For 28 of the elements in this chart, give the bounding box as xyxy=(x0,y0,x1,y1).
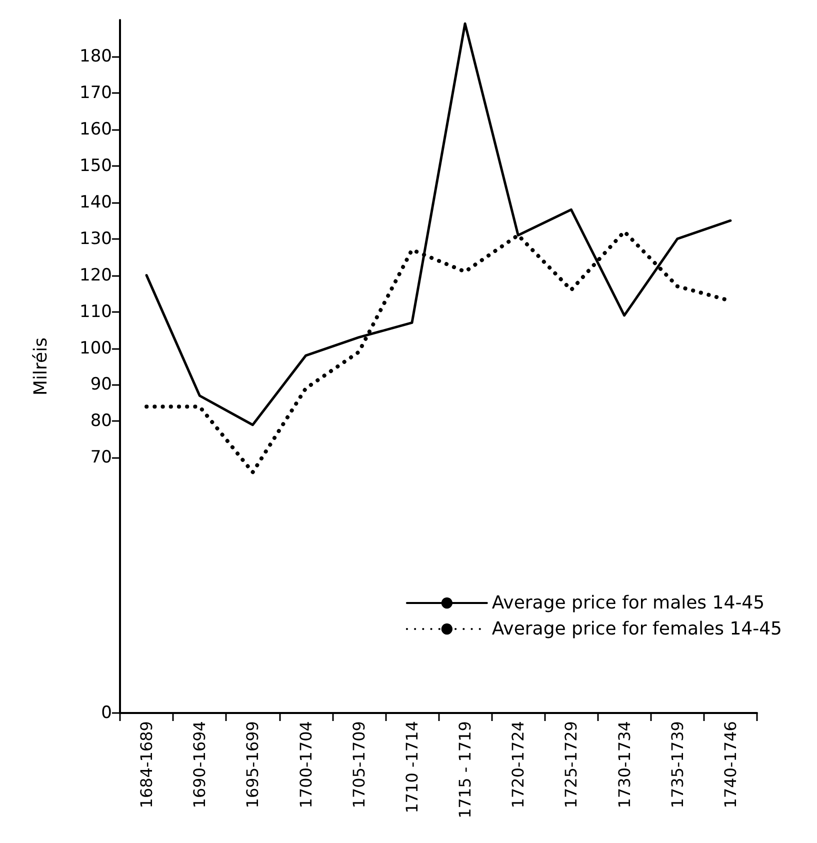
y-tick-label: 170 xyxy=(80,82,112,103)
x-tick-label: 1710 -1714 xyxy=(402,721,422,814)
y-tick-label: 90 xyxy=(90,374,112,395)
y-tick-label: 180 xyxy=(80,46,112,66)
y-tick-label: 120 xyxy=(80,265,112,286)
x-tick-label: 1740-1746 xyxy=(720,721,740,808)
y-tick-label: 150 xyxy=(80,156,112,176)
y-tick-label: 70 xyxy=(90,448,112,468)
x-tick-label: 1720-1724 xyxy=(508,721,528,808)
x-tick-label: 1700-1704 xyxy=(296,721,316,808)
y-tick-label: 100 xyxy=(80,338,112,358)
y-tick-label: 130 xyxy=(80,228,112,249)
y-tick-label: 160 xyxy=(80,119,112,140)
x-tick-label: 1690-1694 xyxy=(190,721,210,808)
y-axis-title: Milréis xyxy=(30,338,52,396)
x-tick-label: 1684-1689 xyxy=(137,721,156,808)
y-tick-label: 110 xyxy=(80,302,112,322)
x-tick-label: 1715 - 1719 xyxy=(456,721,475,818)
x-tick-label: 1730-1734 xyxy=(614,721,634,808)
x-tick-label: 1695-1699 xyxy=(243,721,262,808)
x-tick-label: 1725-1729 xyxy=(562,721,581,808)
y-tick-label: 140 xyxy=(80,192,112,212)
x-tick-label: 1735-1739 xyxy=(668,721,687,808)
x-tick-label: 1705-1709 xyxy=(349,721,368,808)
y-tick-label: 0 xyxy=(101,703,112,723)
y-tick-label: 80 xyxy=(90,411,112,432)
legend-label: Average price for males 14-45 xyxy=(492,592,765,614)
legend-label: Average price for females 14-45 xyxy=(492,618,782,640)
